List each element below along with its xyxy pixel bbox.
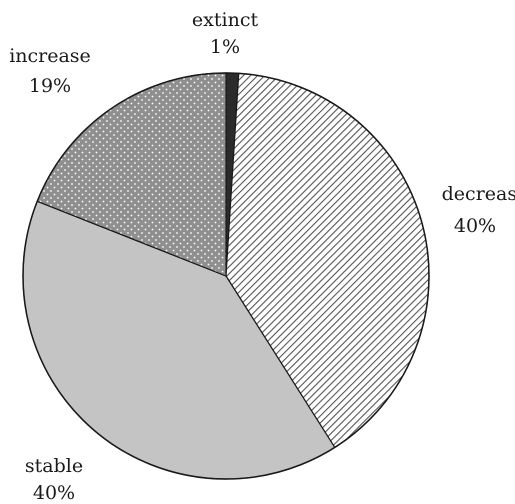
slice-value-stable: 40%: [33, 482, 75, 504]
slice-value-decrease: 40%: [454, 215, 496, 237]
slice-label-decrease: decrease: [442, 183, 515, 205]
slice-label-extinct: extinct: [192, 9, 259, 31]
slice-label-stable: stable: [25, 455, 83, 477]
slice-value-increase: 19%: [29, 75, 71, 97]
slice-label-increase: increase: [9, 45, 91, 67]
pie-outline: [22, 72, 430, 480]
pie-slices: [22, 72, 430, 480]
slice-value-extinct: 1%: [210, 36, 240, 58]
